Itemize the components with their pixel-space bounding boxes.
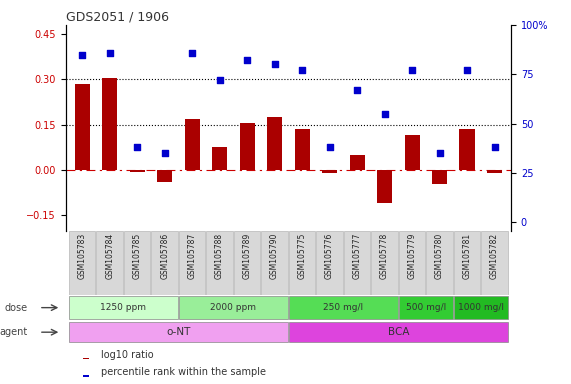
- Bar: [289, 296, 398, 319]
- Bar: [75, 84, 90, 170]
- Point: [297, 67, 307, 73]
- Bar: [399, 296, 453, 319]
- Bar: [207, 230, 233, 295]
- Bar: [262, 230, 288, 295]
- Bar: [399, 230, 425, 295]
- Bar: [295, 129, 309, 170]
- Bar: [487, 170, 502, 173]
- Point: [160, 150, 169, 156]
- Bar: [179, 296, 288, 319]
- Bar: [234, 230, 260, 295]
- Point: [270, 61, 279, 68]
- Text: 250 mg/l: 250 mg/l: [323, 303, 363, 312]
- Bar: [124, 230, 150, 295]
- Text: 500 mg/l: 500 mg/l: [405, 303, 446, 312]
- Bar: [481, 230, 508, 295]
- Text: 1000 mg/l: 1000 mg/l: [458, 303, 504, 312]
- Bar: [377, 170, 392, 204]
- Text: GSM105788: GSM105788: [215, 232, 224, 278]
- Bar: [102, 78, 117, 170]
- Bar: [96, 230, 123, 295]
- Text: 1250 ppm: 1250 ppm: [100, 303, 146, 312]
- Point: [215, 77, 224, 83]
- Bar: [349, 155, 365, 170]
- Bar: [212, 147, 227, 170]
- Bar: [454, 230, 480, 295]
- Text: dose: dose: [5, 303, 28, 313]
- Point: [352, 87, 361, 93]
- Text: GDS2051 / 1906: GDS2051 / 1906: [66, 11, 168, 24]
- Bar: [83, 358, 89, 359]
- Bar: [240, 123, 255, 170]
- Bar: [427, 230, 453, 295]
- Bar: [289, 322, 508, 343]
- Bar: [371, 230, 398, 295]
- Text: GSM105780: GSM105780: [435, 232, 444, 279]
- Text: BCA: BCA: [388, 327, 409, 337]
- Point: [435, 150, 444, 156]
- Text: GSM105782: GSM105782: [490, 232, 499, 278]
- Bar: [432, 170, 447, 184]
- Text: o-NT: o-NT: [166, 327, 191, 337]
- Text: log10 ratio: log10 ratio: [101, 349, 154, 359]
- Bar: [460, 129, 475, 170]
- Text: GSM105779: GSM105779: [408, 232, 417, 279]
- Text: GSM105785: GSM105785: [132, 232, 142, 279]
- Bar: [404, 135, 420, 170]
- Point: [325, 144, 334, 151]
- Text: agent: agent: [0, 327, 28, 337]
- Point: [380, 111, 389, 117]
- Point: [105, 50, 114, 56]
- Bar: [69, 296, 178, 319]
- Text: GSM105777: GSM105777: [352, 232, 361, 279]
- Bar: [179, 230, 206, 295]
- Bar: [454, 296, 508, 319]
- Text: GSM105775: GSM105775: [297, 232, 307, 279]
- Bar: [184, 119, 200, 170]
- Point: [132, 144, 142, 151]
- Bar: [151, 230, 178, 295]
- Bar: [83, 375, 89, 376]
- Text: GSM105781: GSM105781: [463, 232, 472, 278]
- Point: [78, 51, 87, 58]
- Bar: [316, 230, 343, 295]
- Bar: [69, 230, 95, 295]
- Text: GSM105778: GSM105778: [380, 232, 389, 279]
- Bar: [130, 170, 144, 172]
- Text: GSM105787: GSM105787: [188, 232, 196, 279]
- Bar: [267, 117, 282, 170]
- Bar: [322, 170, 337, 173]
- Point: [463, 67, 472, 73]
- Bar: [344, 230, 370, 295]
- Text: 2000 ppm: 2000 ppm: [210, 303, 256, 312]
- Bar: [157, 170, 172, 182]
- Point: [187, 50, 196, 56]
- Bar: [289, 230, 315, 295]
- Text: percentile rank within the sample: percentile rank within the sample: [101, 367, 266, 377]
- Text: GSM105786: GSM105786: [160, 232, 169, 279]
- Bar: [69, 322, 288, 343]
- Point: [243, 58, 252, 64]
- Text: GSM105783: GSM105783: [78, 232, 87, 279]
- Point: [490, 144, 499, 151]
- Text: GSM105789: GSM105789: [243, 232, 252, 279]
- Point: [408, 67, 417, 73]
- Text: GSM105790: GSM105790: [270, 232, 279, 279]
- Text: GSM105784: GSM105784: [105, 232, 114, 279]
- Text: GSM105776: GSM105776: [325, 232, 334, 279]
